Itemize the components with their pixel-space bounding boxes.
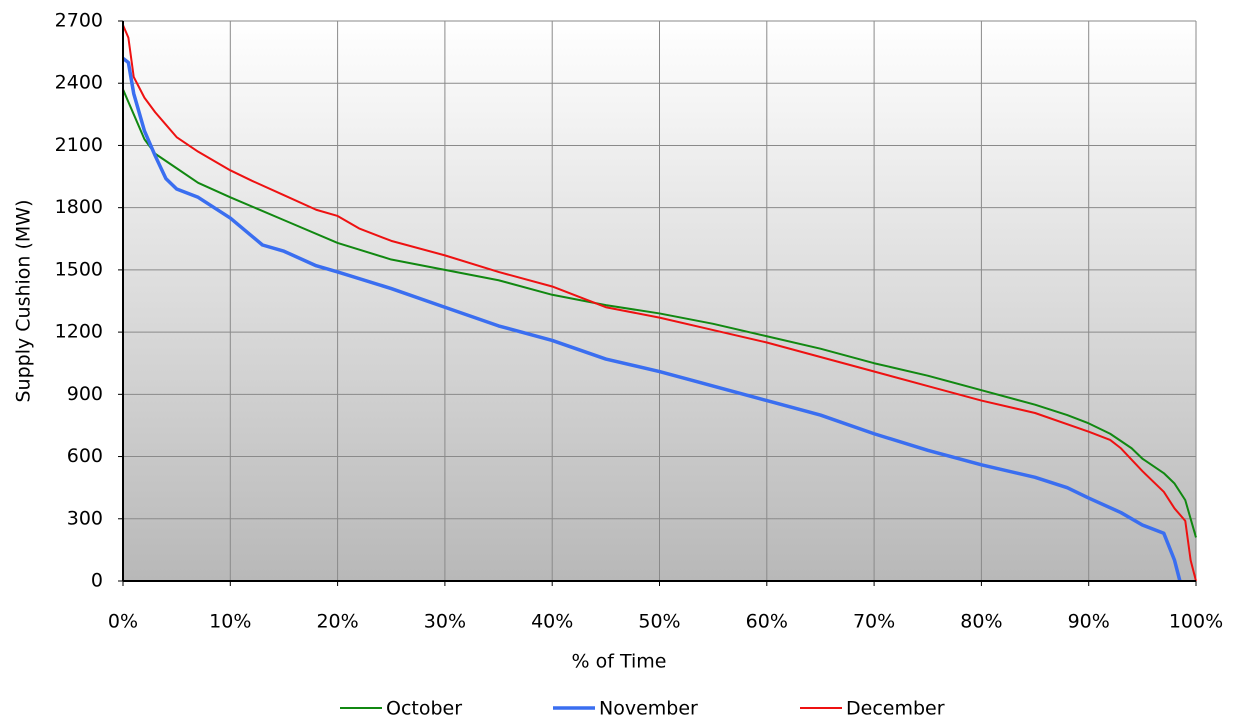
x-tick-label: 60% bbox=[746, 611, 788, 633]
y-tick-label: 0 bbox=[91, 570, 103, 592]
y-tick-label: 1800 bbox=[55, 196, 103, 218]
lines bbox=[121, 24, 1197, 582]
series-line bbox=[122, 24, 1197, 582]
x-axis-label: % of Time bbox=[572, 651, 667, 673]
grid bbox=[118, 20, 1197, 586]
y-tick-label: 2700 bbox=[55, 10, 103, 32]
y-tick-label: 600 bbox=[67, 445, 103, 467]
legend-label: October bbox=[386, 698, 462, 720]
y-tick-label: 1200 bbox=[55, 321, 103, 343]
legend: October November December bbox=[340, 698, 945, 720]
x-tick-label: 10% bbox=[209, 611, 251, 633]
x-tick-label: 0% bbox=[108, 611, 138, 633]
x-tick-label: 100% bbox=[1169, 611, 1223, 633]
legend-label: December bbox=[846, 698, 945, 720]
series-line bbox=[121, 56, 1182, 582]
y-tick-label: 900 bbox=[67, 383, 103, 405]
x-tick-label: 50% bbox=[638, 611, 680, 633]
x-tick-label: 20% bbox=[316, 611, 358, 633]
y-tick-label: 2400 bbox=[55, 72, 103, 94]
x-tick-label: 30% bbox=[424, 611, 466, 633]
y-axis-label: Supply Cushion (MW) bbox=[13, 199, 35, 402]
x-tick-label: 40% bbox=[531, 611, 573, 633]
series-line bbox=[122, 89, 1197, 538]
y-tick-label: 2100 bbox=[55, 134, 103, 156]
x-tick-label: 80% bbox=[960, 611, 1002, 633]
y-tick-label: 1500 bbox=[55, 258, 103, 280]
legend-label: November bbox=[599, 698, 698, 720]
y-tick-label: 300 bbox=[67, 507, 103, 529]
x-tick-label: 70% bbox=[853, 611, 895, 633]
x-tick-label: 90% bbox=[1068, 611, 1110, 633]
